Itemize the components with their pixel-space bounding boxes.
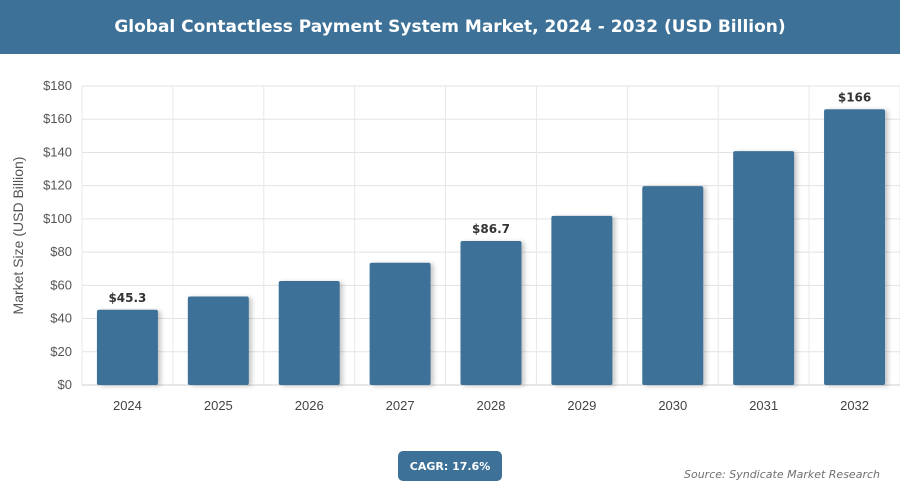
bar bbox=[551, 215, 613, 385]
x-tick-label: 2027 bbox=[386, 398, 415, 413]
x-tick-label: 2028 bbox=[477, 398, 506, 413]
x-tick-label: 2032 bbox=[840, 398, 869, 413]
x-tick-label: 2030 bbox=[658, 398, 687, 413]
y-tick-label: $140 bbox=[43, 144, 72, 159]
bar bbox=[733, 151, 795, 385]
y-tick-label: $100 bbox=[43, 211, 72, 226]
y-axis-title: Market Size (USD Billion) bbox=[10, 157, 26, 315]
bar bbox=[278, 281, 340, 385]
y-tick-label: $60 bbox=[50, 277, 72, 292]
y-tick-label: $0 bbox=[58, 377, 72, 392]
data-label: $45.3 bbox=[108, 291, 146, 305]
cagr-badge: CAGR: 17.6% bbox=[398, 451, 502, 481]
source-note: Source: Syndicate Market Research bbox=[684, 468, 880, 481]
bar bbox=[187, 296, 249, 385]
y-tick-label: $180 bbox=[43, 78, 72, 93]
bar-chart: $0 $20 $40 $60 $80 $100 $120 $140 $160 $180 2024 $4… bbox=[10, 78, 900, 413]
cagr-text: CAGR: 17.6% bbox=[409, 459, 491, 473]
chart-title-bar: Global Contactless Payment System Market… bbox=[0, 0, 900, 54]
y-tick-label: $20 bbox=[50, 344, 72, 359]
x-tick-label: 2026 bbox=[295, 398, 324, 413]
x-tick-label: 2025 bbox=[204, 398, 233, 413]
bar bbox=[460, 240, 522, 385]
chart-title: Global Contactless Payment System Market… bbox=[114, 17, 786, 37]
x-tick-label: 2031 bbox=[749, 398, 778, 413]
bar bbox=[642, 186, 704, 385]
y-tick-label: $80 bbox=[50, 244, 72, 259]
data-label: $86.7 bbox=[472, 222, 510, 236]
bar bbox=[96, 309, 158, 385]
bar bbox=[824, 109, 886, 385]
data-label: $166 bbox=[838, 90, 871, 104]
y-tick-label: $120 bbox=[43, 178, 72, 193]
x-tick-label: 2024 bbox=[113, 398, 142, 413]
y-tick-label: $160 bbox=[43, 111, 72, 126]
bar bbox=[369, 262, 431, 385]
y-tick-label: $40 bbox=[50, 311, 72, 326]
x-tick-label: 2029 bbox=[567, 398, 596, 413]
